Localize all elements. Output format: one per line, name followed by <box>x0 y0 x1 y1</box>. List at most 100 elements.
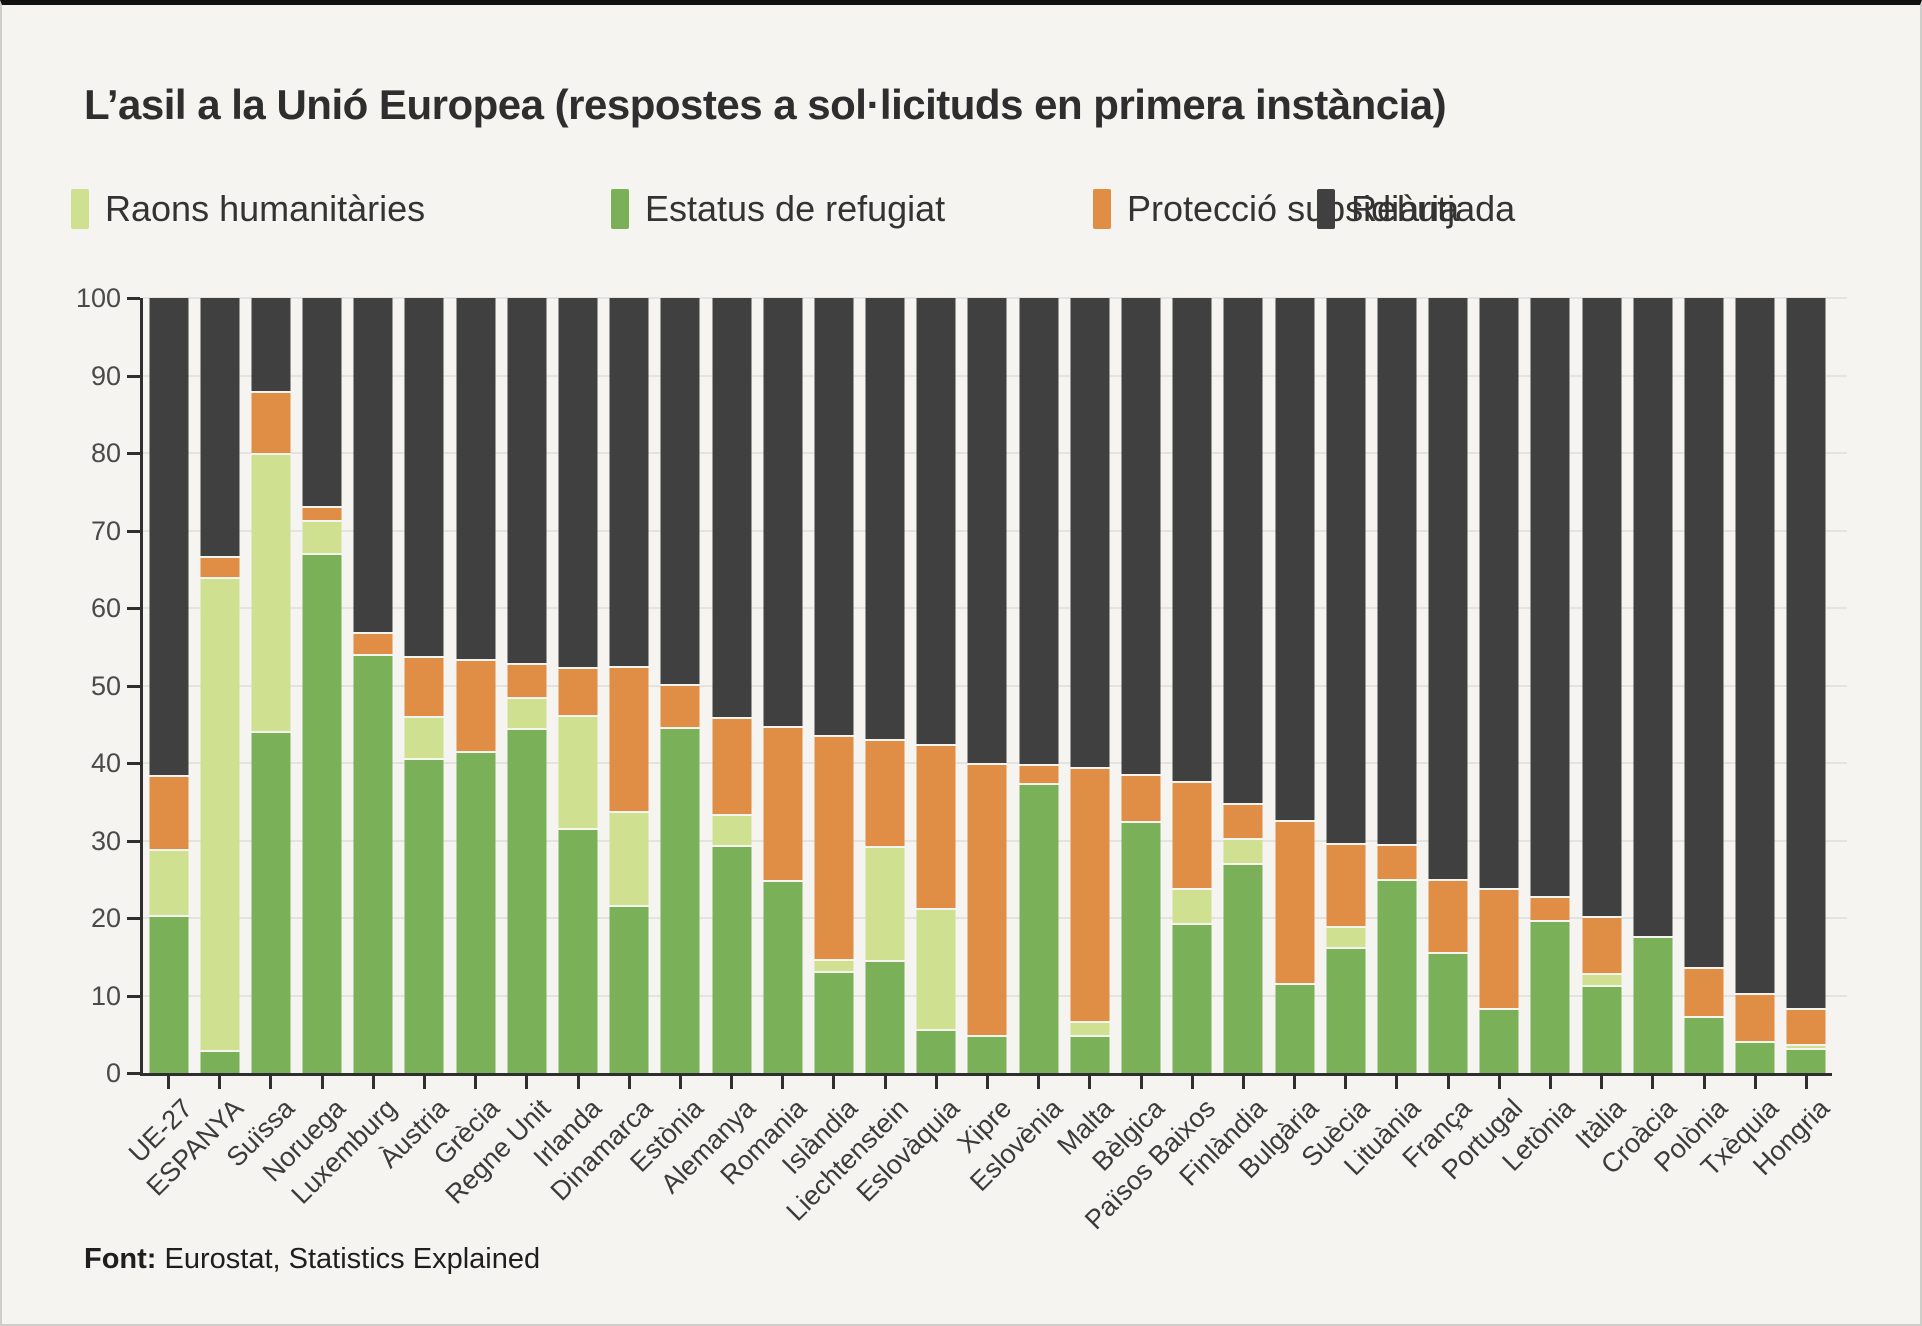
segment-subsidiary-Països Baixos[interactable] <box>1172 783 1212 891</box>
segment-rejected-Grècia[interactable] <box>456 298 496 661</box>
segment-rejected-Liechtenstein[interactable] <box>865 298 905 741</box>
bar-Eslovènia[interactable] <box>1019 298 1059 1073</box>
segment-refugee-Hongria[interactable] <box>1786 1049 1826 1073</box>
bar-Alemanya[interactable] <box>712 298 752 1073</box>
segment-rejected-Regne Unit[interactable] <box>507 298 547 666</box>
segment-rejected-Alemanya[interactable] <box>712 298 752 719</box>
bar-Grècia[interactable] <box>456 298 496 1073</box>
segment-rejected-Noruega[interactable] <box>302 298 342 509</box>
segment-subsidiary-Malta[interactable] <box>1070 769 1110 1024</box>
bar-Itàlia[interactable] <box>1582 298 1622 1073</box>
bar-Noruega[interactable] <box>302 298 342 1073</box>
segment-humanitarian-Suïssa[interactable] <box>251 454 291 733</box>
segment-rejected-Luxemburg[interactable] <box>353 298 393 634</box>
bar-Estònia[interactable] <box>660 298 700 1073</box>
segment-refugee-Lituània[interactable] <box>1377 880 1417 1073</box>
segment-rejected-Suècia[interactable] <box>1326 298 1366 846</box>
segment-humanitarian-Irlanda[interactable] <box>558 716 598 831</box>
segment-rejected-Txèquia[interactable] <box>1735 298 1775 995</box>
bar-Txèquia[interactable] <box>1735 298 1775 1073</box>
segment-refugee-ESPANYA[interactable] <box>200 1052 240 1073</box>
bar-Finlàndia[interactable] <box>1223 298 1263 1073</box>
segment-subsidiary-Regne Unit[interactable] <box>507 665 547 700</box>
bar-UE-27[interactable] <box>149 298 189 1073</box>
segment-humanitarian-Noruega[interactable] <box>302 521 342 555</box>
segment-humanitarian-Països Baixos[interactable] <box>1172 890 1212 925</box>
segment-subsidiary-Suïssa[interactable] <box>251 393 291 455</box>
segment-rejected-Lituània[interactable] <box>1377 298 1417 846</box>
segment-subsidiary-Xipre[interactable] <box>967 765 1007 1037</box>
segment-refugee-Eslovàquia[interactable] <box>916 1031 956 1073</box>
segment-rejected-França[interactable] <box>1428 298 1468 881</box>
segment-subsidiary-Finlàndia[interactable] <box>1223 804 1263 840</box>
segment-rejected-Polònia[interactable] <box>1684 298 1724 970</box>
bar-Suècia[interactable] <box>1326 298 1366 1073</box>
segment-rejected-Croàcia[interactable] <box>1633 298 1673 939</box>
segment-subsidiary-Bèlgica[interactable] <box>1121 776 1161 823</box>
segment-subsidiary-Grècia[interactable] <box>456 660 496 753</box>
segment-refugee-Alemanya[interactable] <box>712 847 752 1073</box>
segment-rejected-Dinamarca[interactable] <box>609 298 649 669</box>
bar-Portugal[interactable] <box>1479 298 1519 1073</box>
segment-humanitarian-UE-27[interactable] <box>149 851 189 918</box>
bar-Letònia[interactable] <box>1530 298 1570 1073</box>
segment-refugee-Eslovènia[interactable] <box>1019 784 1059 1073</box>
segment-refugee-Àustria[interactable] <box>404 759 444 1073</box>
segment-rejected-Estònia[interactable] <box>660 298 700 686</box>
segment-subsidiary-Bulgària[interactable] <box>1275 821 1315 986</box>
segment-subsidiary-Suècia[interactable] <box>1326 845 1366 929</box>
segment-humanitarian-Finlàndia[interactable] <box>1223 839 1263 866</box>
segment-humanitarian-Alemanya[interactable] <box>712 815 752 848</box>
bar-Regne Unit[interactable] <box>507 298 547 1073</box>
segment-refugee-Noruega[interactable] <box>302 554 342 1073</box>
segment-rejected-Bulgària[interactable] <box>1275 298 1315 822</box>
legend-item-refugee[interactable]: Estatus de refugiat <box>611 188 945 230</box>
bar-Lituània[interactable] <box>1377 298 1417 1073</box>
segment-subsidiary-Letònia[interactable] <box>1530 897 1570 922</box>
segment-subsidiary-Àustria[interactable] <box>404 657 444 719</box>
bar-Àustria[interactable] <box>404 298 444 1073</box>
segment-humanitarian-Suècia[interactable] <box>1326 928 1366 949</box>
bar-Islàndia[interactable] <box>814 298 854 1073</box>
segment-rejected-Hongria[interactable] <box>1786 298 1826 1011</box>
segment-rejected-Romania[interactable] <box>763 298 803 729</box>
segment-subsidiary-Noruega[interactable] <box>302 508 342 522</box>
segment-refugee-Polònia[interactable] <box>1684 1017 1724 1073</box>
segment-subsidiary-Polònia[interactable] <box>1684 969 1724 1018</box>
segment-humanitarian-Eslovàquia[interactable] <box>916 910 956 1032</box>
segment-humanitarian-Hongria[interactable] <box>1786 1045 1826 1050</box>
bar-Països Baixos[interactable] <box>1172 298 1212 1073</box>
segment-humanitarian-Itàlia[interactable] <box>1582 975 1622 987</box>
segment-refugee-Països Baixos[interactable] <box>1172 924 1212 1073</box>
segment-humanitarian-Malta[interactable] <box>1070 1023 1110 1037</box>
bar-Croàcia[interactable] <box>1633 298 1673 1073</box>
segment-subsidiary-França[interactable] <box>1428 880 1468 955</box>
bar-Polònia[interactable] <box>1684 298 1724 1073</box>
segment-rejected-Malta[interactable] <box>1070 298 1110 770</box>
legend-item-rejected[interactable]: Rebutjada <box>1317 188 1515 230</box>
segment-humanitarian-Dinamarca[interactable] <box>609 813 649 908</box>
segment-rejected-Àustria[interactable] <box>404 298 444 658</box>
segment-refugee-Bèlgica[interactable] <box>1121 822 1161 1073</box>
segment-rejected-Itàlia[interactable] <box>1582 298 1622 919</box>
legend-item-humanitarian[interactable]: Raons humanitàries <box>71 188 425 230</box>
segment-humanitarian-Islàndia[interactable] <box>814 961 854 974</box>
segment-refugee-Estònia[interactable] <box>660 728 700 1073</box>
segment-subsidiary-Txèquia[interactable] <box>1735 994 1775 1043</box>
segment-rejected-ESPANYA[interactable] <box>200 298 240 559</box>
segment-humanitarian-Àustria[interactable] <box>404 718 444 760</box>
segment-refugee-Grècia[interactable] <box>456 752 496 1073</box>
bar-Eslovàquia[interactable] <box>916 298 956 1073</box>
segment-subsidiary-Estònia[interactable] <box>660 685 700 729</box>
bar-Malta[interactable] <box>1070 298 1110 1073</box>
segment-refugee-Regne Unit[interactable] <box>507 730 547 1073</box>
segment-rejected-Finlàndia[interactable] <box>1223 298 1263 805</box>
segment-rejected-Eslovàquia[interactable] <box>916 298 956 746</box>
segment-refugee-Irlanda[interactable] <box>558 830 598 1073</box>
segment-subsidiary-UE-27[interactable] <box>149 776 189 852</box>
segment-subsidiary-Liechtenstein[interactable] <box>865 740 905 849</box>
segment-subsidiary-ESPANYA[interactable] <box>200 558 240 579</box>
segment-rejected-Islàndia[interactable] <box>814 298 854 738</box>
segment-subsidiary-Irlanda[interactable] <box>558 669 598 717</box>
segment-rejected-Irlanda[interactable] <box>558 298 598 670</box>
